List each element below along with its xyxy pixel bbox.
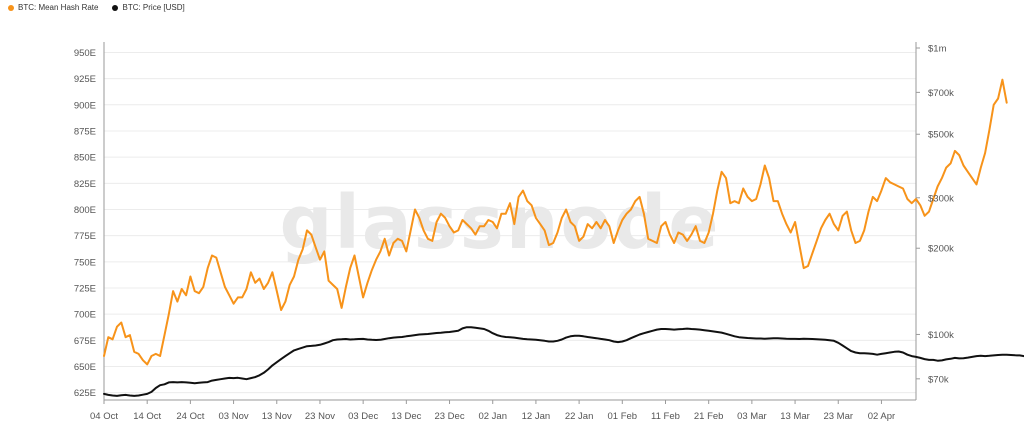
y-right-tick-label: $200k [928,244,954,255]
y-right-tick-label: $70k [928,374,949,385]
y-left-tick-label: 625E [74,388,96,399]
legend-dot-price [112,4,119,11]
x-tick-label: 24 Oct [176,411,204,422]
x-tick-label: 22 Jan [565,411,594,422]
x-tick-label: 04 Oct [90,411,118,422]
legend-item-hash-rate[interactable]: BTC: Mean Hash Rate [8,3,98,12]
x-tick-label: 12 Jan [522,411,551,422]
y-left-tick-label: 675E [74,336,96,347]
series-line-hash-rate [103,78,1008,366]
legend-item-price[interactable]: BTC: Price [USD] [112,3,185,12]
x-tick-label: 13 Dec [391,411,421,422]
y-left-tick-label: 925E [74,74,96,85]
y-left-tick-label: 825E [74,179,96,190]
x-tick-label: 23 Dec [434,411,464,422]
y-left-tick-label: 800E [74,205,96,216]
x-tick-label: 01 Feb [608,411,638,422]
y-right-tick-label: $100k [928,330,954,341]
y-right-tick-label: $500k [928,130,954,141]
legend-dot-hash-rate [8,4,14,11]
y-left-tick-label: 700E [74,310,96,321]
legend-label-price: BTC: Price [USD] [122,3,185,12]
legend: BTC: Mean Hash Rate BTC: Price [USD] [8,3,185,12]
x-tick-label: 02 Jan [478,411,507,422]
x-tick-label: 03 Mar [737,411,767,422]
y-right-tick-label: $700k [928,88,954,99]
series-layer [103,78,1024,397]
watermark-logo: glassnode [279,180,720,266]
y-left-tick-label: 725E [74,283,96,294]
y-left-tick-label: 875E [74,126,96,137]
y-left-tick-label: 650E [74,362,96,373]
x-tick-label: 11 Feb [651,411,680,422]
x-tick-label: 13 Nov [262,411,292,422]
y-left-tick-label: 750E [74,257,96,268]
x-tick-label: 23 Mar [823,411,853,422]
y-right-tick-label: $1m [928,44,947,55]
x-tick-label: 13 Mar [780,411,810,422]
grid-layer [104,51,916,394]
y-left-tick-label: 900E [74,100,96,111]
x-tick-label: 03 Dec [348,411,378,422]
y-left-tick-label: 775E [74,231,96,242]
x-tick-label: 23 Nov [305,411,335,422]
series-line-price [103,326,1024,397]
y-left-tick-label: 850E [74,153,96,164]
y-left-tick-label: 950E [74,48,96,59]
x-tick-label: 21 Feb [694,411,724,422]
tick-labels-layer: 950E 925E 900E 875E 850E 825E 800E 775E 750E 725E… [74,44,954,423]
legend-label-hash-rate: BTC: Mean Hash Rate [18,3,99,12]
x-tick-label: 03 Nov [219,411,249,422]
axes-layer [103,42,920,404]
x-tick-label: 14 Oct [133,411,161,422]
y-right-tick-label: $300k [928,193,954,204]
x-tick-label: 02 Apr [868,411,895,422]
